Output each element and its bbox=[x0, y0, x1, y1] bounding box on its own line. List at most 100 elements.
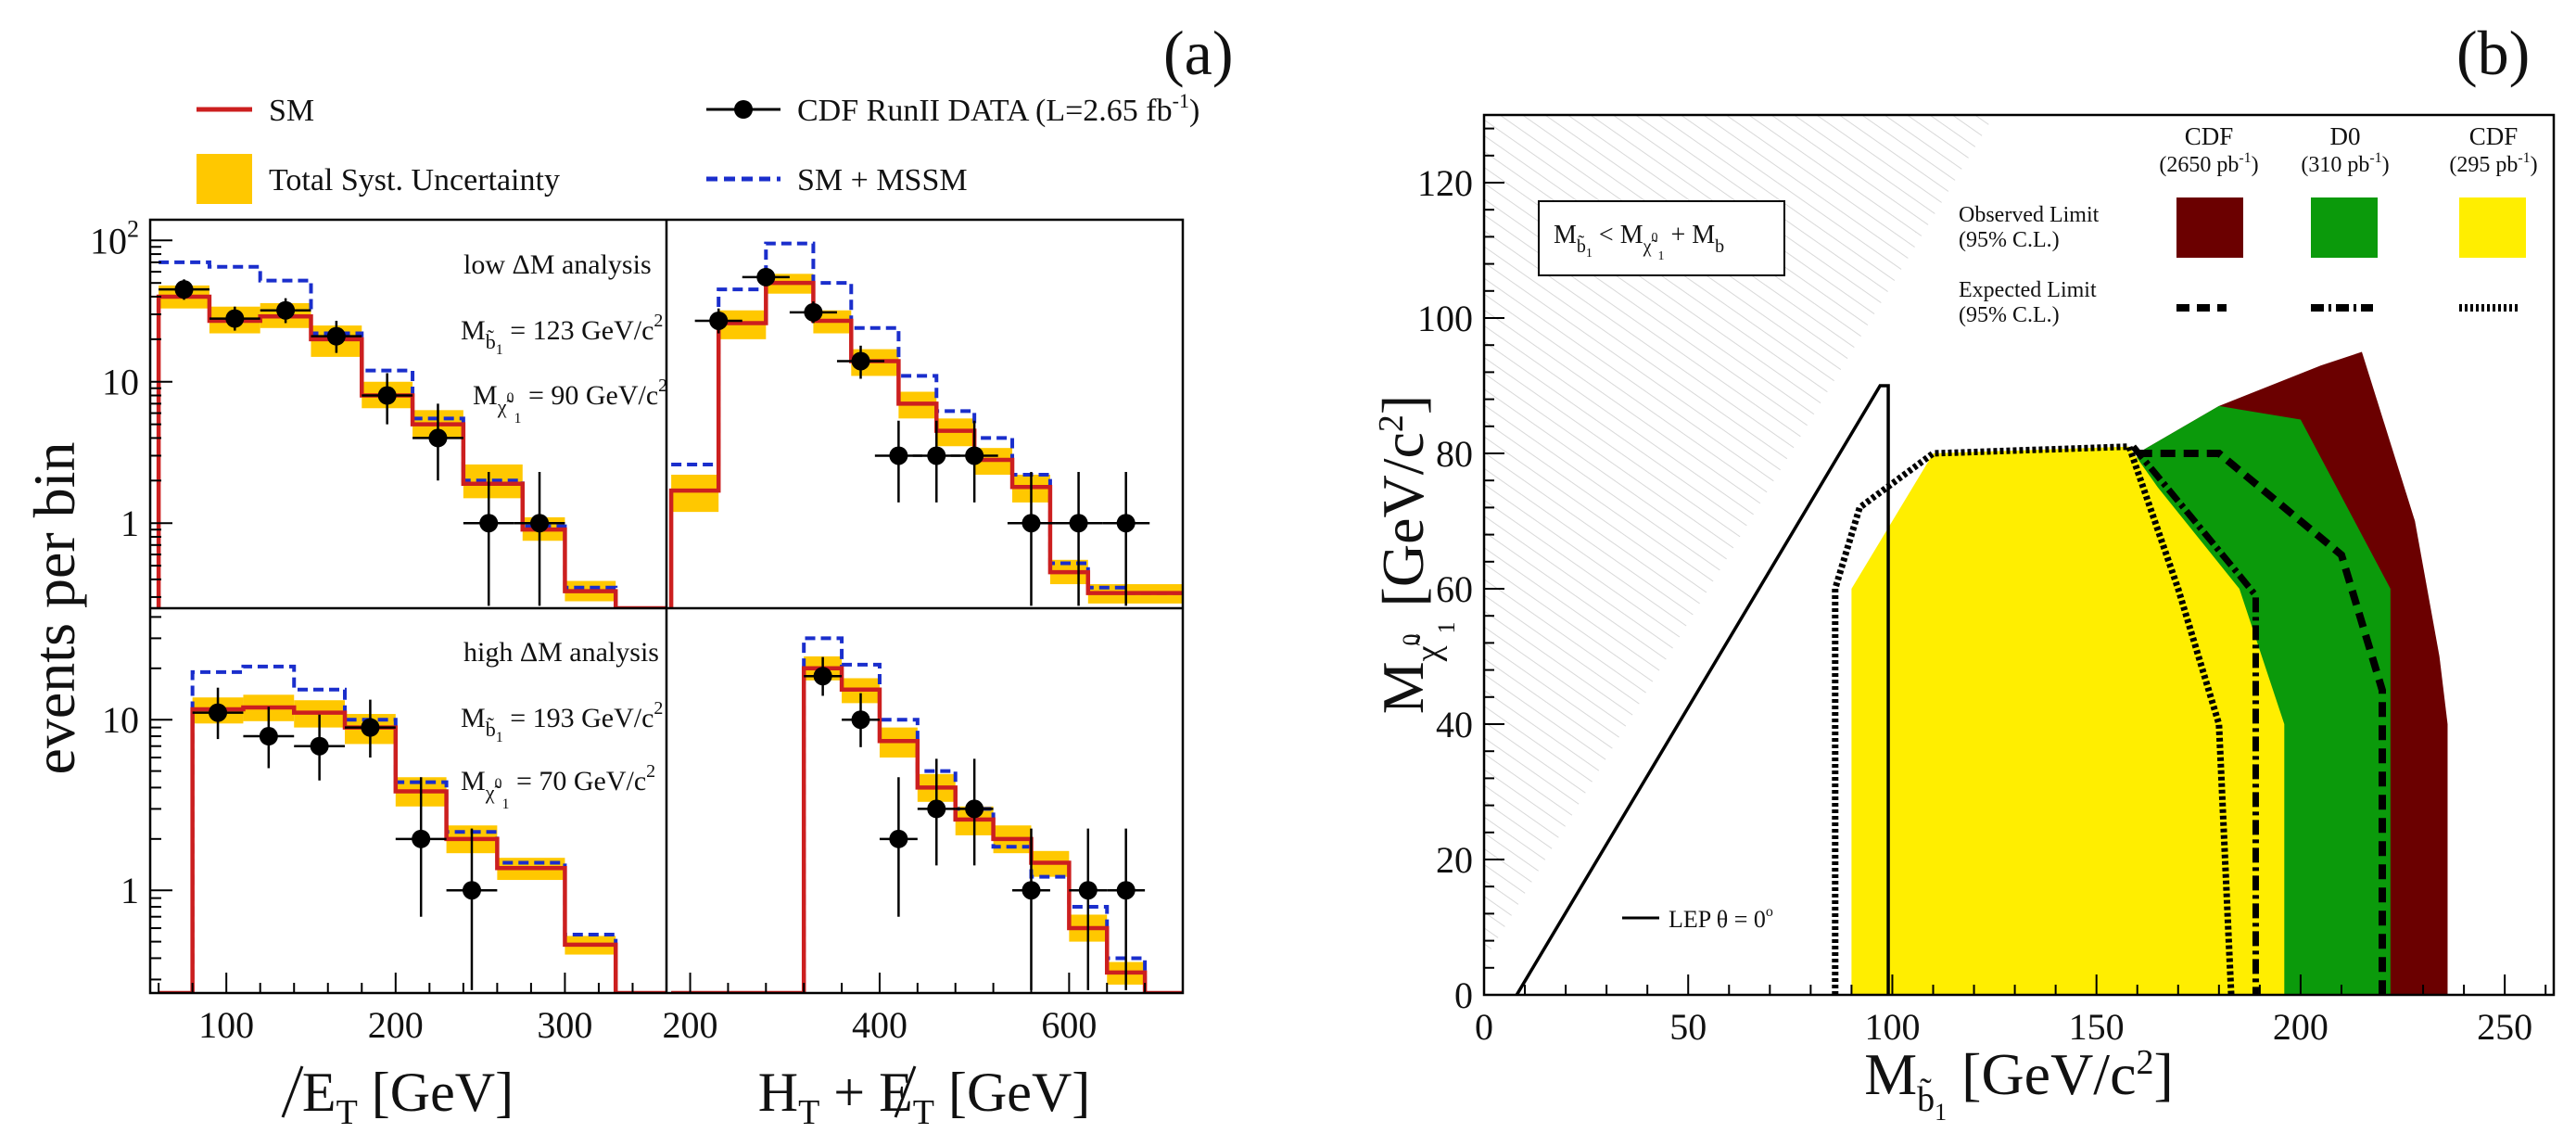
x-tick-label: 50 bbox=[1669, 1006, 1707, 1048]
data-point bbox=[479, 514, 499, 533]
data-point bbox=[209, 703, 228, 722]
legend-sm-label: SM bbox=[269, 94, 314, 128]
kinematic-box: Mb̃1 < Mχ̃01 + Mb bbox=[1538, 200, 1785, 276]
legend-expected-1: Expected Limit bbox=[1959, 278, 2097, 302]
x-tick-label: 600 bbox=[1041, 1004, 1097, 1046]
legend-col1-title: CDF bbox=[2185, 122, 2234, 150]
high-title: high ΔM analysis bbox=[463, 637, 659, 668]
panel-b-legend: CDF (2650 pb-1) D0 (310 pb-1) CDF (295 p… bbox=[1959, 122, 2538, 327]
panel-b-label: (b) bbox=[2456, 18, 2530, 88]
y-tick-label: 120 bbox=[1417, 162, 1473, 204]
legend-lep-label: LEP θ = 0o bbox=[1669, 904, 1773, 933]
panel-a-ylabel: events per bin bbox=[21, 442, 87, 775]
x-tick-label: 300 bbox=[537, 1004, 592, 1046]
data-point bbox=[1116, 514, 1136, 533]
panel-a-label: (a) bbox=[1163, 18, 1233, 88]
data-point bbox=[804, 302, 823, 322]
hist-high-met bbox=[159, 664, 666, 993]
data-point bbox=[225, 309, 245, 328]
x-tick-label: 0 bbox=[1475, 1006, 1493, 1048]
high-mb: Mb̃1 = 193 GeV/c2 bbox=[461, 698, 663, 745]
y-tick-label: 1 bbox=[121, 503, 139, 544]
panel-b: (b) 0 50 100 150 200 250 0 20 40 60 80 100 120 Mb̃1 … bbox=[1370, 18, 2556, 1126]
y-tick-label: 20 bbox=[1436, 839, 1473, 881]
data-point bbox=[1022, 881, 1041, 900]
legend-col3-sub: (295 pb-1) bbox=[2449, 150, 2537, 177]
legend-mssm-label: SM + MSSM bbox=[797, 163, 968, 197]
legend-d0-swatch bbox=[2311, 197, 2378, 258]
hist-low-ht bbox=[668, 241, 1183, 608]
data-point bbox=[1069, 514, 1088, 533]
met-slash-left bbox=[281, 1065, 304, 1118]
data-point bbox=[965, 446, 984, 465]
data-point bbox=[428, 428, 448, 448]
data-point bbox=[1116, 881, 1136, 900]
data-point bbox=[462, 881, 481, 900]
sm-histogram bbox=[671, 666, 1183, 993]
data-point bbox=[889, 446, 908, 465]
sm-histogram bbox=[668, 280, 1183, 608]
legend-col3-title: CDF bbox=[2469, 122, 2519, 150]
legend-col2-title: D0 bbox=[2330, 122, 2361, 150]
low-annotation: low ΔM analysis Mb̃1 = 123 GeV/c2 Mχ̃01 … bbox=[461, 249, 667, 812]
y-tick-label: 10 bbox=[102, 362, 139, 403]
data-point bbox=[965, 799, 984, 819]
data-point bbox=[927, 799, 946, 819]
y-tick-label: 80 bbox=[1436, 433, 1473, 475]
data-point bbox=[709, 311, 729, 330]
data-point bbox=[851, 351, 870, 371]
x-tick-label: 150 bbox=[2069, 1006, 2125, 1048]
legend-col2-sub: (310 pb-1) bbox=[2301, 150, 2389, 177]
panel-a: (a) SM Total Syst. Uncertainty CDF RunII… bbox=[21, 18, 1233, 1132]
panel-a-legend: SM Total Syst. Uncertainty CDF RunII DAT… bbox=[197, 89, 1199, 204]
y-tick-label: 10 bbox=[102, 699, 139, 741]
legend-band-label: Total Syst. Uncertainty bbox=[269, 163, 560, 197]
data-point bbox=[412, 829, 431, 848]
mssm-histogram bbox=[671, 241, 1183, 595]
legend-data-label: CDF RunII DATA (L=2.65 fb-1) bbox=[797, 89, 1199, 128]
low-mb: Mb̃1 = 123 GeV/c2 bbox=[461, 311, 663, 358]
data-point bbox=[756, 267, 776, 286]
x-tick-label: 100 bbox=[1864, 1006, 1920, 1048]
low-title: low ΔM analysis bbox=[463, 249, 652, 280]
expected-cdf2650 bbox=[2137, 450, 2387, 995]
data-point bbox=[174, 280, 194, 299]
high-mx: Mχ̃01 = 70 GeV/c2 bbox=[461, 761, 655, 812]
panel-b-frame bbox=[1482, 113, 2556, 997]
panel-a-xlabel-right: HT + ET [GeV] bbox=[758, 1062, 1091, 1132]
legend-expected-2: (95% C.L.) bbox=[1959, 303, 2060, 327]
legend-observed-1: Observed Limit bbox=[1959, 203, 2100, 227]
data-point bbox=[276, 300, 296, 320]
syst-band-bin bbox=[671, 475, 719, 513]
data-point bbox=[377, 386, 397, 405]
data-point bbox=[259, 727, 278, 746]
data-point bbox=[361, 718, 380, 737]
y-tick-label: 100 bbox=[1417, 298, 1473, 339]
y-tick-label: 0 bbox=[1454, 974, 1473, 1016]
legend-cdf2650-swatch bbox=[2176, 197, 2243, 258]
x-tick-label: 200 bbox=[663, 1004, 718, 1046]
low-mx: Mχ̃01 = 90 GeV/c2 bbox=[473, 376, 667, 427]
y-tick-label: 40 bbox=[1436, 704, 1473, 745]
x-tick-label: 200 bbox=[368, 1004, 424, 1046]
legend-band-swatch bbox=[197, 154, 252, 204]
data-point bbox=[326, 326, 346, 346]
legend-cdf295-swatch bbox=[2459, 197, 2526, 258]
kinematic-box-text: Mb̃1 < Mχ̃01 + Mb bbox=[1554, 221, 1724, 263]
data-point bbox=[1078, 881, 1098, 900]
panel-b-axes: 0 50 100 150 200 250 0 20 40 60 80 100 120 bbox=[1417, 127, 2547, 1048]
panel-b-xlabel: Mb̃1 [GeV/c2] bbox=[1864, 1041, 2174, 1126]
expected-cdf295 bbox=[1832, 443, 2235, 995]
y-tick-label: 1 bbox=[121, 870, 139, 911]
sm-histogram bbox=[159, 705, 666, 993]
hist-high-ht bbox=[671, 636, 1183, 993]
y-tick-label: 102 bbox=[90, 215, 139, 261]
forbidden-region bbox=[1484, 115, 1995, 961]
data-point bbox=[889, 829, 908, 848]
legend-data-marker bbox=[734, 100, 753, 119]
x-tick-label: 400 bbox=[852, 1004, 907, 1046]
legend-observed-2: (95% C.L.) bbox=[1959, 228, 2060, 252]
data-point bbox=[927, 446, 946, 465]
x-tick-label: 200 bbox=[2273, 1006, 2329, 1048]
